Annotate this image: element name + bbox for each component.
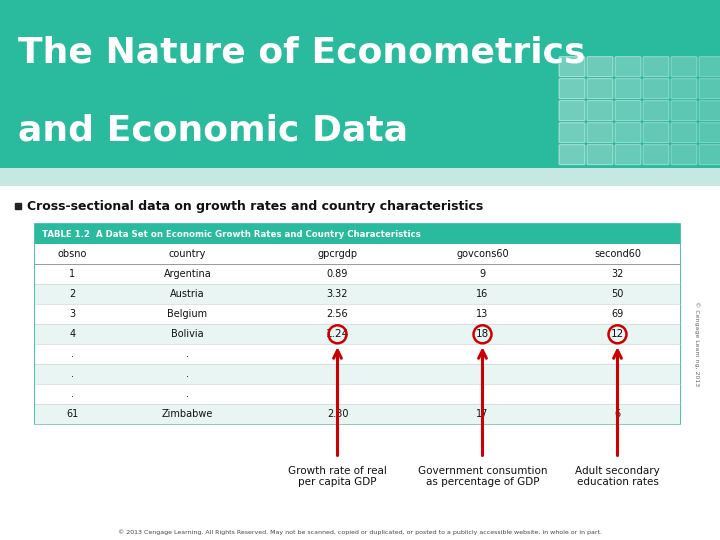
Text: Belgium: Belgium: [168, 309, 207, 319]
Bar: [35, 224, 680, 424]
Text: .: .: [481, 389, 484, 399]
Text: 2: 2: [69, 289, 76, 299]
Text: 3: 3: [69, 309, 76, 319]
Text: 61: 61: [66, 409, 78, 419]
Text: © Cengage Leam ng, 2013: © Cengage Leam ng, 2013: [694, 301, 700, 386]
Text: 0.89: 0.89: [327, 269, 348, 279]
FancyBboxPatch shape: [643, 57, 669, 77]
Text: 12: 12: [611, 329, 624, 339]
Text: 9: 9: [480, 269, 485, 279]
Text: 2.56: 2.56: [327, 309, 348, 319]
Text: 13: 13: [477, 309, 489, 319]
FancyBboxPatch shape: [559, 145, 585, 165]
Text: gpcrgdp: gpcrgdp: [318, 249, 358, 259]
Text: 1.24: 1.24: [326, 329, 349, 339]
Text: 6: 6: [614, 409, 621, 419]
FancyBboxPatch shape: [559, 79, 585, 99]
FancyBboxPatch shape: [699, 57, 720, 77]
Text: 4: 4: [69, 329, 76, 339]
FancyBboxPatch shape: [587, 100, 613, 120]
Text: Argentina: Argentina: [163, 269, 212, 279]
Bar: [35, 404, 680, 424]
Text: 3.32: 3.32: [327, 289, 348, 299]
FancyBboxPatch shape: [587, 57, 613, 77]
FancyBboxPatch shape: [615, 79, 641, 99]
Text: .: .: [71, 389, 74, 399]
Text: .: .: [71, 349, 74, 359]
FancyBboxPatch shape: [699, 79, 720, 99]
Bar: [35, 224, 680, 244]
Text: The Nature of Econometrics: The Nature of Econometrics: [18, 35, 585, 69]
Bar: [35, 305, 680, 325]
FancyBboxPatch shape: [615, 100, 641, 120]
Text: country: country: [168, 249, 206, 259]
Text: .: .: [616, 369, 619, 379]
Text: Adult secondary
education rates: Adult secondary education rates: [575, 465, 660, 487]
FancyBboxPatch shape: [643, 79, 669, 99]
FancyBboxPatch shape: [587, 79, 613, 99]
Text: Cross-sectional data on growth rates and country characteristics: Cross-sectional data on growth rates and…: [27, 200, 483, 213]
Text: second60: second60: [594, 249, 641, 259]
Text: .: .: [336, 349, 339, 359]
FancyBboxPatch shape: [587, 123, 613, 143]
Text: Zimbabwe: Zimbabwe: [162, 409, 213, 419]
Bar: [35, 244, 680, 264]
Text: TABLE 1.2  A Data Set on Economic Growth Rates and Country Characteristics: TABLE 1.2 A Data Set on Economic Growth …: [42, 230, 420, 239]
Bar: [0, 167, 720, 186]
FancyBboxPatch shape: [615, 123, 641, 143]
FancyBboxPatch shape: [559, 123, 585, 143]
Text: Government consumtion
as percentage of GDP: Government consumtion as percentage of G…: [418, 465, 547, 487]
Text: Austria: Austria: [170, 289, 204, 299]
FancyBboxPatch shape: [643, 100, 669, 120]
Text: Growth rate of real
per capita GDP: Growth rate of real per capita GDP: [288, 465, 387, 487]
Text: .: .: [616, 389, 619, 399]
Text: .: .: [71, 369, 74, 379]
Text: .: .: [186, 389, 189, 399]
FancyBboxPatch shape: [699, 100, 720, 120]
Text: .: .: [186, 349, 189, 359]
Text: and Economic Data: and Economic Data: [18, 113, 408, 147]
Text: .: .: [616, 349, 619, 359]
FancyBboxPatch shape: [559, 100, 585, 120]
FancyBboxPatch shape: [587, 145, 613, 165]
FancyBboxPatch shape: [559, 57, 585, 77]
Bar: [35, 284, 680, 305]
FancyBboxPatch shape: [699, 123, 720, 143]
Text: .: .: [336, 389, 339, 399]
Text: 16: 16: [477, 289, 489, 299]
Text: .: .: [481, 369, 484, 379]
Text: 50: 50: [611, 289, 624, 299]
FancyBboxPatch shape: [671, 123, 697, 143]
Text: .: .: [336, 369, 339, 379]
Bar: [35, 325, 680, 345]
FancyBboxPatch shape: [671, 100, 697, 120]
Text: © 2013 Cengage Learning. All Rights Reserved. May not be scanned, copied or dupl: © 2013 Cengage Learning. All Rights Rese…: [118, 529, 602, 535]
Text: obsno: obsno: [58, 249, 87, 259]
Text: govcons60: govcons60: [456, 249, 509, 259]
Bar: [35, 264, 680, 284]
Text: 1: 1: [69, 269, 76, 279]
FancyBboxPatch shape: [643, 145, 669, 165]
Bar: [35, 364, 680, 384]
FancyBboxPatch shape: [615, 57, 641, 77]
FancyBboxPatch shape: [699, 145, 720, 165]
Text: 2.30: 2.30: [327, 409, 348, 419]
Bar: [35, 384, 680, 404]
Text: 17: 17: [477, 409, 489, 419]
Text: 18: 18: [476, 329, 489, 339]
FancyBboxPatch shape: [671, 145, 697, 165]
Text: Bolivia: Bolivia: [171, 329, 204, 339]
Bar: [35, 345, 680, 364]
Text: .: .: [186, 369, 189, 379]
Text: .: .: [481, 349, 484, 359]
FancyBboxPatch shape: [671, 57, 697, 77]
FancyBboxPatch shape: [643, 123, 669, 143]
Text: 69: 69: [611, 309, 624, 319]
FancyBboxPatch shape: [671, 79, 697, 99]
FancyBboxPatch shape: [615, 145, 641, 165]
Text: 32: 32: [611, 269, 624, 279]
